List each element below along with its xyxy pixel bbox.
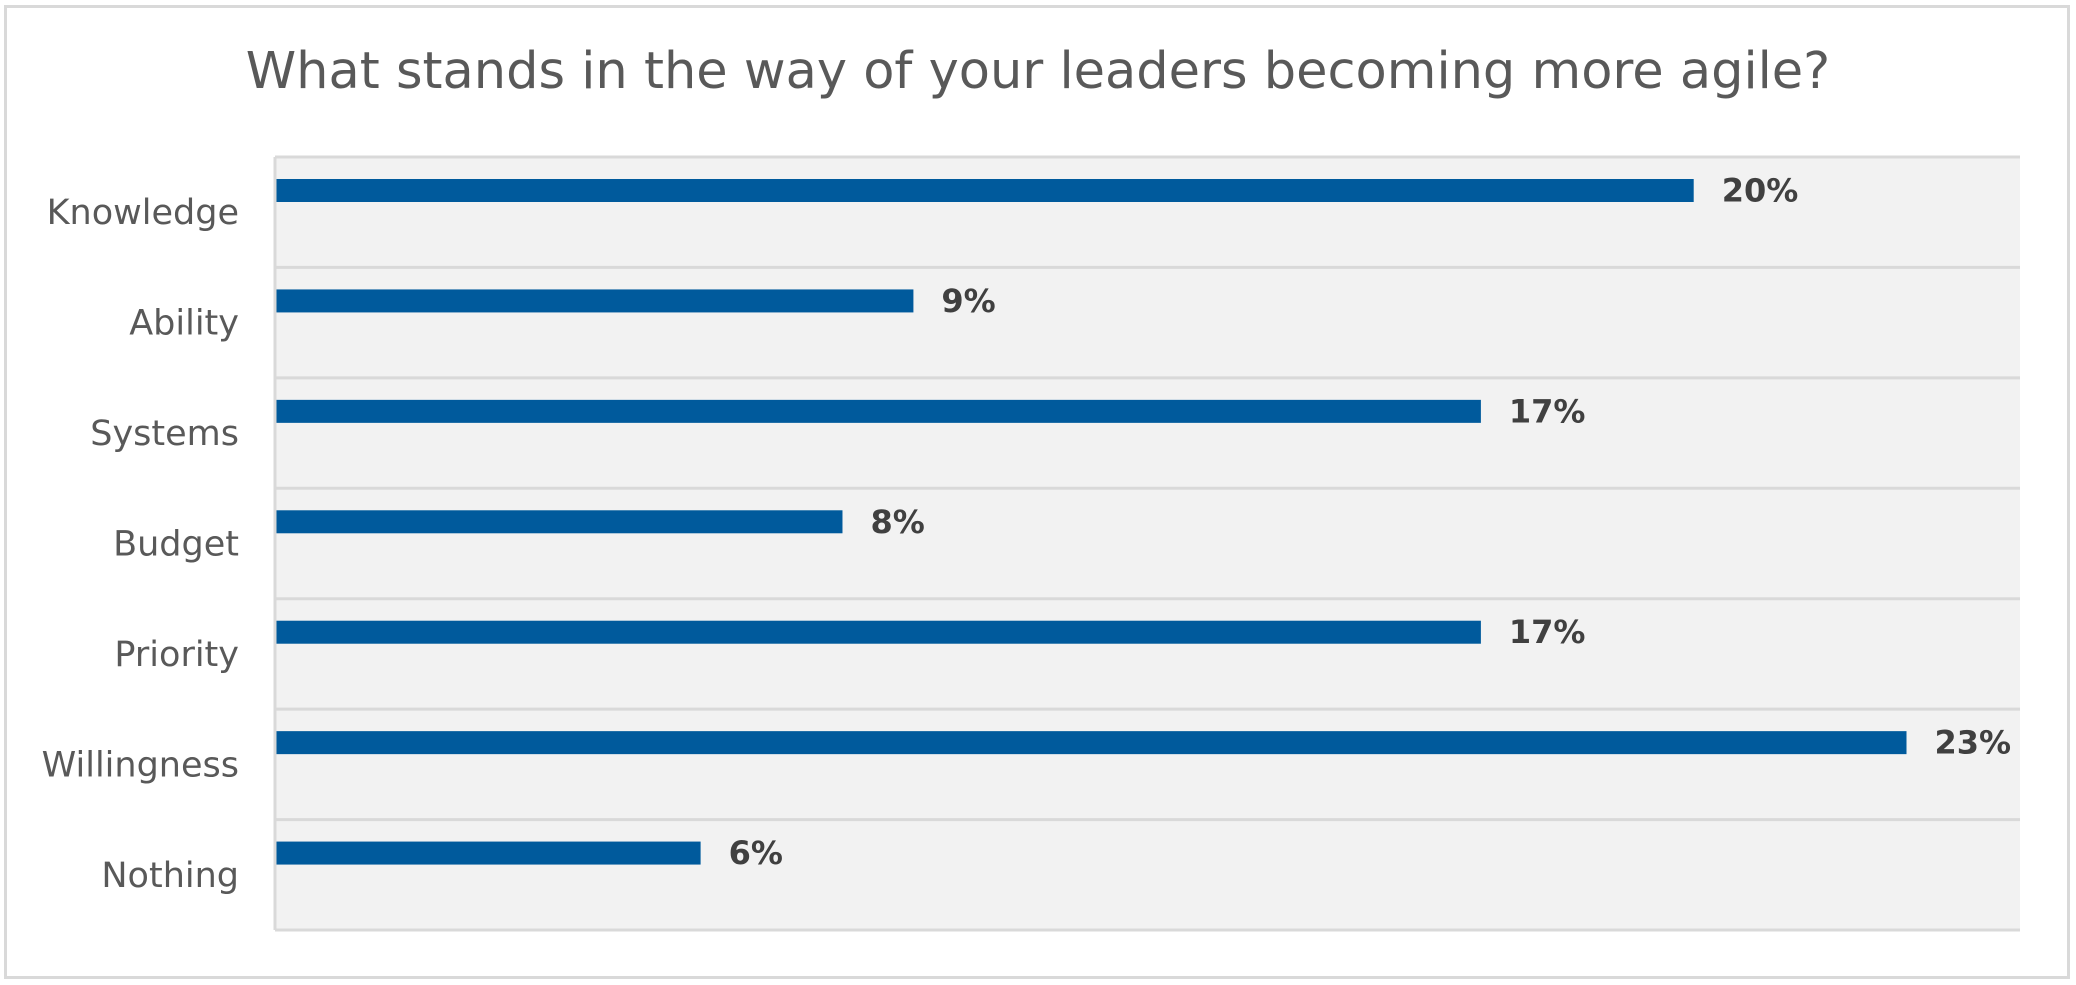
bar-knowledge [275,179,1694,202]
category-label-willingness: Willingness [42,745,239,785]
category-label-nothing: Nothing [101,856,239,896]
category-labels: Knowledge Ability Systems Budget Priority Wil… [42,193,239,896]
data-label-budget: 8% [870,503,924,541]
data-label-ability: 9% [941,282,995,320]
category-label-priority: Priority [114,635,239,675]
category-label-knowledge: Knowledge [47,193,239,233]
bar-priority [275,620,1481,644]
bar-budget [275,510,843,534]
data-label-priority: 17% [1509,613,1586,651]
data-label-systems: 17% [1509,392,1586,430]
data-label-nothing: 6% [729,834,783,872]
data-label-willingness: 23% [1935,724,2012,762]
bars [275,179,1907,865]
data-labels: 20% 9% 17% 8% 17% 23% 6% [729,172,2011,873]
bar-willingness [275,731,1907,755]
chart-title: What stands in the way of your leaders b… [245,42,1831,101]
data-label-knowledge: 20% [1722,172,1799,210]
category-label-budget: Budget [113,525,239,565]
category-label-systems: Systems [90,414,239,454]
bar-ability [275,289,914,313]
plot-area [275,157,2020,930]
gridlines [275,155,2020,932]
category-label-ability: Ability [129,304,239,344]
bar-nothing [275,841,701,865]
bar-systems [275,399,1481,423]
